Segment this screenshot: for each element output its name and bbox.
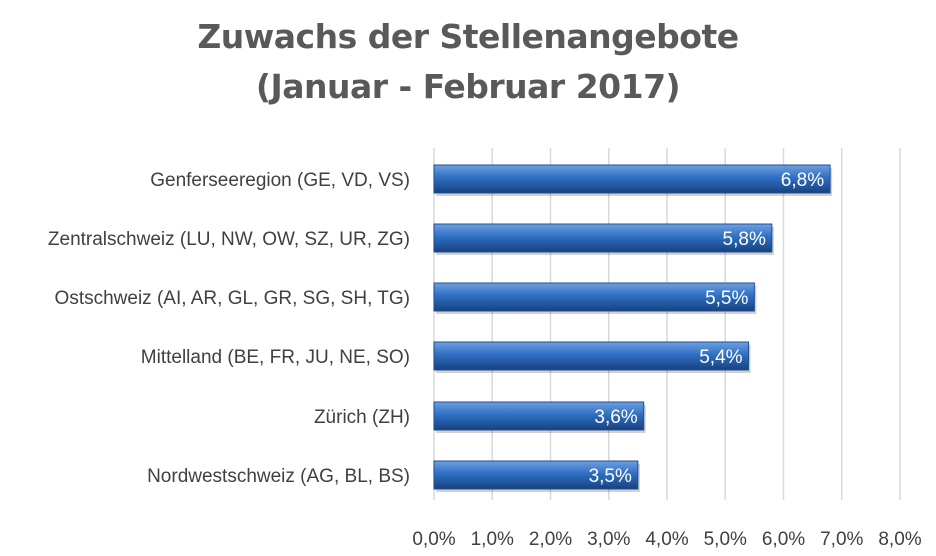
category-labels: Genferseeregion (GE, VD, VS) Zentralschwe… <box>48 170 410 487</box>
x-axis-tick-labels: 0,0% 1,0% 2,0% 3,0% 4,0% 5,0% 6,0% 7,0% 8,0% <box>412 529 921 550</box>
bar <box>433 341 750 371</box>
data-label: 5,4% <box>699 347 742 368</box>
category-label: Nordwestschweiz (AG, BL, BS) <box>147 466 410 487</box>
x-tick-label: 2,0% <box>529 529 572 550</box>
x-tick-label: 0,0% <box>412 529 455 550</box>
data-label: 3,5% <box>589 466 632 487</box>
bar <box>433 401 645 431</box>
category-label: Genferseeregion (GE, VD, VS) <box>150 170 410 191</box>
bar <box>433 223 773 253</box>
x-tick-label: 5,0% <box>704 529 747 550</box>
x-tick-label: 3,0% <box>587 529 630 550</box>
chart-title-line-1: Zuwachs der Stellenangebote <box>197 17 739 56</box>
data-label: 5,5% <box>705 288 748 309</box>
chart-title: Zuwachs der Stellenangebote (Januar - Fe… <box>0 12 936 112</box>
bar <box>433 282 755 312</box>
category-label: Zürich (ZH) <box>314 407 410 428</box>
bar <box>433 460 639 490</box>
category-label: Zentralschweiz (LU, NW, OW, SZ, UR, ZG) <box>48 229 410 250</box>
category-label: Mittelland (BE, FR, JU, NE, SO) <box>141 347 410 368</box>
bars: 6,8% 5,8% 5,5% 5,4% 3,6% 3,5% <box>433 164 833 492</box>
gridlines <box>433 148 901 500</box>
x-tick-label: 6,0% <box>762 529 805 550</box>
bar <box>433 164 831 194</box>
data-label: 6,8% <box>781 170 824 191</box>
x-tick-label: 4,0% <box>645 529 688 550</box>
x-tick-label: 1,0% <box>471 529 514 550</box>
data-label: 5,8% <box>723 229 766 250</box>
data-label: 3,6% <box>594 407 637 428</box>
x-tick-label: 8,0% <box>878 529 921 550</box>
category-label: Ostschweiz (AI, AR, GL, GR, SG, SH, TG) <box>55 288 410 309</box>
x-tick-label: 7,0% <box>820 529 863 550</box>
chart-title-line-2: (Januar - Februar 2017) <box>255 67 681 106</box>
